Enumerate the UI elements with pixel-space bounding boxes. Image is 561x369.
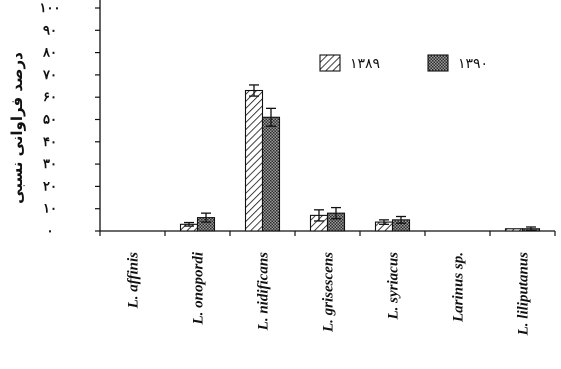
category-label: L. nidificans	[256, 252, 272, 332]
category-label: L. syriacus	[386, 252, 402, 321]
category-label: Larinus sp.	[451, 252, 467, 323]
y-tick-label: ۷۰	[42, 68, 57, 83]
category-label: L. affinis	[126, 252, 142, 310]
y-tick-label: ۴۰	[43, 135, 57, 150]
bars	[179, 84, 541, 232]
legend-swatch	[427, 54, 449, 72]
y-tick-label: ۲۰	[43, 179, 57, 194]
category-label: L. onopordi	[191, 251, 207, 325]
y-tick-label: ۱۰	[43, 202, 57, 217]
labels: ۰ ۱۰ ۲۰ ۳۰ ۴۰ ۵۰ ۶۰ ۷۰ ۸۰ ۹۰ ۱۰۰ L. affinis L. onopo…	[8, 1, 532, 336]
y-tick-label: ۱۰۰	[40, 1, 61, 16]
y-tick-label: ۳۰	[43, 157, 57, 172]
y-tick-label: ۸۰	[42, 46, 57, 61]
y-tick-label: ۶۰	[43, 90, 57, 105]
bar-series-2	[261, 116, 281, 232]
legend-swatch	[319, 54, 341, 72]
legend-label: ۱۳۸۹	[350, 56, 380, 72]
category-label: L. liliputanus	[516, 252, 532, 337]
legend: ۱۳۸۹ ۱۳۹۰	[319, 54, 488, 72]
y-axis-title: درصد فراوانی نسبی	[8, 52, 26, 204]
y-tick-label: ۹۰	[43, 23, 57, 38]
legend-label: ۱۳۹۰	[458, 56, 488, 72]
y-tick-label: ۰	[47, 224, 54, 239]
category-label: L. grisescens	[321, 252, 337, 333]
y-tick-label: ۵۰	[43, 113, 57, 128]
bar-series-1	[504, 228, 524, 232]
bar-series-1	[244, 89, 264, 232]
axes	[95, 0, 556, 236]
